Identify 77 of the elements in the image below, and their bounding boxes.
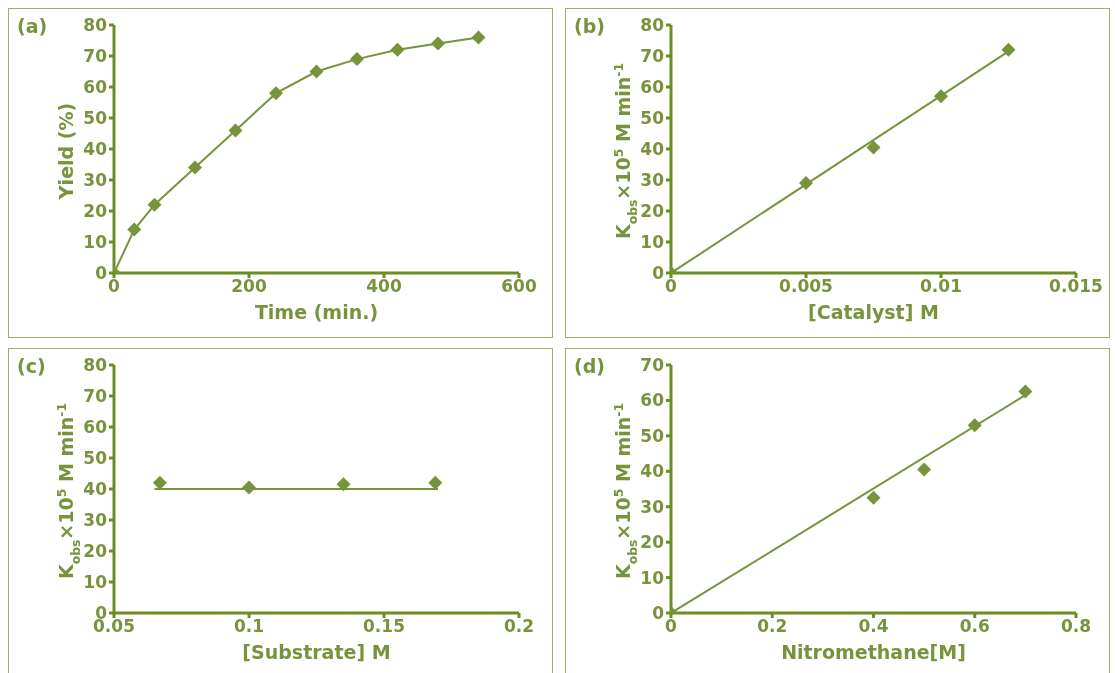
point: [269, 86, 283, 101]
point: [471, 30, 486, 45]
y-tick-label: 50: [640, 425, 665, 446]
y-tick-label: 60: [640, 77, 665, 98]
point: [866, 140, 881, 155]
point: [228, 123, 243, 138]
chart-title: (b): [574, 15, 605, 37]
y-tick-label: 10: [83, 232, 108, 253]
x-tick-label: 400: [366, 276, 402, 297]
y-tick-label: 10: [83, 572, 108, 593]
point: [350, 52, 364, 67]
x-tick-label: 200: [231, 276, 267, 297]
point: [309, 64, 324, 79]
y-tick-label: 60: [640, 390, 665, 411]
y-tick-label: 70: [83, 386, 108, 407]
y-tick-label: 80: [640, 15, 665, 36]
x-axis-title: Time (min.): [253, 301, 380, 323]
y-tick-label: 10: [640, 567, 665, 588]
x-axis-title: Nitromethane[M]: [780, 641, 967, 663]
y-tick-label: 60: [83, 417, 108, 438]
point: [967, 418, 982, 433]
y-axis-title: Yield (%): [55, 102, 77, 201]
y-tick-label: 30: [640, 496, 665, 517]
point: [799, 176, 813, 191]
y-tick-label: 30: [83, 170, 108, 191]
x-tick-label: 0.6: [959, 616, 990, 637]
x-axis-title: [Catalyst] M: [807, 301, 940, 323]
y-tick-label: 80: [83, 15, 108, 36]
x-tick-label: 0.4: [858, 616, 889, 637]
x-tick-label: 0: [665, 616, 678, 637]
x-tick-label: 0.15: [363, 616, 405, 637]
point: [917, 462, 932, 477]
y-tick-label: 50: [83, 108, 108, 129]
x-tick-label: 0.2: [503, 616, 535, 637]
y-tick-label: 70: [640, 46, 665, 67]
y-tick-label: 40: [83, 479, 108, 500]
y-tick-label: 40: [83, 139, 108, 160]
y-tick-label: 60: [83, 77, 108, 98]
x-tick-label: 0.1: [233, 616, 265, 637]
x-tick-label: 0.2: [757, 616, 788, 637]
y-tick-label: 40: [640, 461, 665, 482]
y-tick-label: 40: [640, 139, 665, 160]
point: [1001, 42, 1016, 57]
point: [934, 89, 948, 104]
x-tick-label: 0.8: [1060, 616, 1092, 637]
x-tick-label: 0.005: [779, 276, 833, 297]
x-tick-label: 600: [501, 276, 537, 297]
x-axis-title: [Substrate] M: [241, 641, 392, 663]
y-tick-label: 20: [640, 201, 665, 222]
chart-title: (d): [574, 355, 605, 377]
x-tick-label: 0.015: [1049, 276, 1103, 297]
chart-title: (a): [17, 15, 48, 37]
point: [431, 36, 445, 51]
y-tick-label: 20: [640, 532, 665, 553]
x-tick-label: 0: [108, 276, 121, 297]
point: [188, 160, 202, 175]
chart-title: (c): [17, 355, 46, 377]
x-tick-label: 0: [665, 276, 678, 297]
y-tick-label: 50: [83, 448, 108, 469]
y-tick-label: 0: [95, 263, 108, 284]
y-tick-label: 20: [83, 201, 108, 222]
y-tick-label: 20: [83, 541, 108, 562]
y-tick-label: 30: [83, 510, 108, 531]
y-tick-label: 80: [83, 355, 108, 376]
y-tick-label: 70: [83, 46, 108, 67]
y-tick-label: 0: [652, 263, 665, 284]
point: [866, 490, 881, 505]
x-tick-label: 0.01: [920, 276, 962, 297]
point: [127, 222, 142, 237]
y-tick-label: 0: [652, 603, 665, 624]
point: [1018, 384, 1033, 399]
y-tick-label: 50: [640, 108, 665, 129]
point: [147, 197, 162, 212]
y-tick-label: 10: [640, 232, 665, 253]
point: [390, 42, 405, 57]
y-tick-label: 30: [640, 170, 665, 191]
y-tick-label: 70: [640, 355, 665, 376]
